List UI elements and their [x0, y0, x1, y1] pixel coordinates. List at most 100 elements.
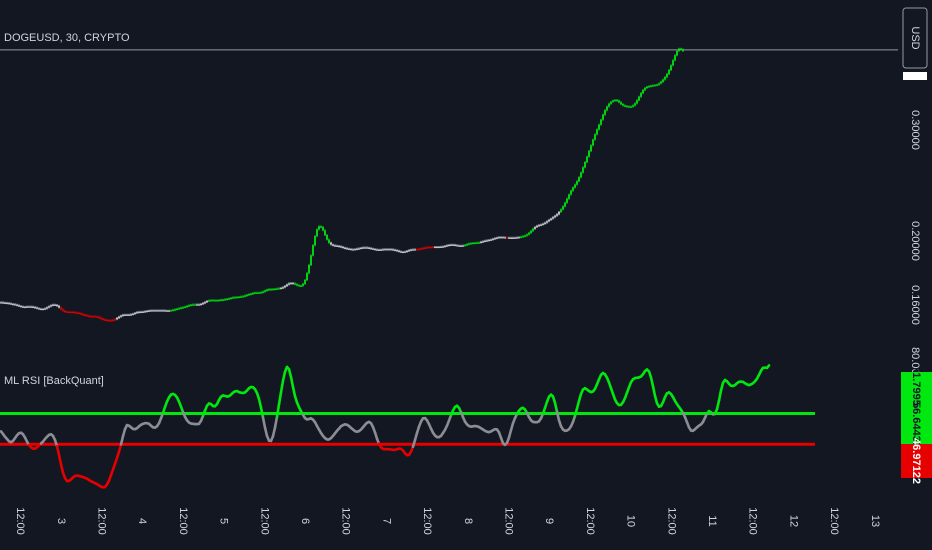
candle-body: [308, 265, 310, 274]
price-scale[interactable]: USD 0.30000 0.20000 0.16000: [902, 7, 928, 325]
ml-rsi-segment: [261, 416, 267, 429]
currency-badge[interactable]: USD: [902, 7, 928, 69]
candle-body: [134, 312, 136, 315]
indicator-legend[interactable]: ML RSI [BackQuant]: [4, 375, 104, 387]
candle-body: [32, 306, 34, 308]
candle-body: [96, 316, 98, 318]
long-threshold-badge-label: 56.64431: [910, 402, 922, 448]
long-threshold-badge: 56.64431: [901, 402, 932, 448]
candle-body: [58, 305, 60, 308]
candle-body: [296, 284, 298, 286]
candle-body: [570, 190, 572, 195]
candle-body: [376, 249, 378, 251]
candle-body: [260, 292, 262, 294]
candle-body: [472, 243, 474, 245]
candle-body: [30, 306, 32, 308]
candle-body: [492, 238, 494, 241]
candle-body: [554, 215, 556, 218]
candle-body: [282, 287, 284, 289]
price-tick-label: 0.30000: [909, 110, 921, 150]
candle-body: [242, 296, 244, 298]
candle-body: [130, 314, 132, 316]
ml-rsi-segment: [275, 403, 281, 419]
candle-body: [632, 105, 634, 107]
candle-body: [216, 300, 218, 302]
candle-body: [500, 237, 502, 239]
candle-body: [164, 310, 166, 312]
symbol-legend[interactable]: DOGEUSD, 30, CRYPTO: [4, 32, 130, 44]
candle-body: [226, 299, 228, 301]
candle-body: [502, 237, 504, 239]
candle-body: [648, 86, 650, 88]
candle-body: [332, 244, 334, 246]
candle-body: [22, 306, 24, 308]
time-axis[interactable]: 12:00 3 12:00 4 12:00 5 12:00 6 12:00 7 12:00 8 12:0…: [14, 507, 881, 535]
candle-body: [104, 319, 106, 321]
candle-body: [200, 304, 202, 306]
candle-body: [550, 218, 552, 220]
candle-body: [244, 295, 246, 297]
candle-body: [390, 249, 392, 251]
time-tick-label: 11: [706, 515, 718, 526]
time-tick-label: 4: [136, 518, 148, 524]
candle-body: [146, 311, 148, 313]
candle-body: [444, 246, 446, 248]
candle-body: [410, 249, 412, 251]
time-tick-label: 12:00: [584, 507, 596, 535]
ml-rsi-segment: [649, 376, 655, 388]
candle-body: [34, 307, 36, 309]
time-tick-label: 12:00: [421, 507, 433, 535]
candle-body: [142, 311, 144, 313]
candle-body: [208, 300, 210, 302]
candle-body: [484, 240, 486, 242]
candle-body: [594, 134, 596, 140]
candle-body: [44, 308, 46, 310]
candle-body: [638, 96, 640, 101]
time-tick-label: 10: [625, 515, 637, 527]
candle-body: [110, 320, 112, 322]
candle-body: [388, 249, 390, 251]
candle-body: [28, 306, 30, 308]
candle-body: [508, 237, 510, 239]
candle-body: [640, 93, 642, 97]
candle-body: [506, 237, 508, 239]
candle-body: [452, 244, 454, 246]
candle-body: [24, 306, 26, 309]
candle-body: [102, 318, 104, 320]
candle-body: [232, 297, 234, 299]
candle-body: [340, 246, 342, 248]
candle-body: [362, 247, 364, 249]
candle-body: [448, 245, 450, 247]
candle-body: [100, 317, 102, 319]
time-tick-label: 7: [380, 518, 392, 524]
rsi-scale[interactable]: 80.00000 71.79959 56.64431 46.97122: [901, 347, 932, 484]
time-tick-label: 12:00: [828, 507, 840, 535]
ml-rsi-segment: [289, 375, 295, 389]
candle-body: [358, 248, 360, 250]
candle-body: [440, 246, 442, 248]
time-tick-label: 8: [462, 518, 474, 524]
candle-body: [592, 139, 594, 146]
candle-body: [298, 285, 300, 287]
rsi-panel[interactable]: ML RSI [BackQuant]: [0, 364, 815, 489]
last-price-badge: [903, 72, 927, 80]
candle-body: [396, 250, 398, 252]
candle-body: [84, 314, 86, 316]
ml-rsi-segment: [651, 384, 657, 398]
candle-body: [186, 306, 188, 308]
candle-body: [38, 308, 40, 310]
candle-body: [294, 283, 296, 285]
candle-body: [528, 232, 530, 235]
currency-badge-label: USD: [909, 26, 921, 49]
candle-body: [674, 55, 676, 61]
candle-body: [62, 309, 64, 311]
candle-body: [422, 248, 424, 250]
candle-body: [190, 304, 192, 306]
candle-body: [18, 305, 20, 307]
candle-body: [122, 314, 124, 317]
time-tick-label: 9: [543, 518, 555, 524]
candle-body: [286, 284, 288, 286]
candle-body: [178, 308, 180, 310]
price-panel[interactable]: DOGEUSD, 30, CRYPTO: [0, 32, 898, 322]
